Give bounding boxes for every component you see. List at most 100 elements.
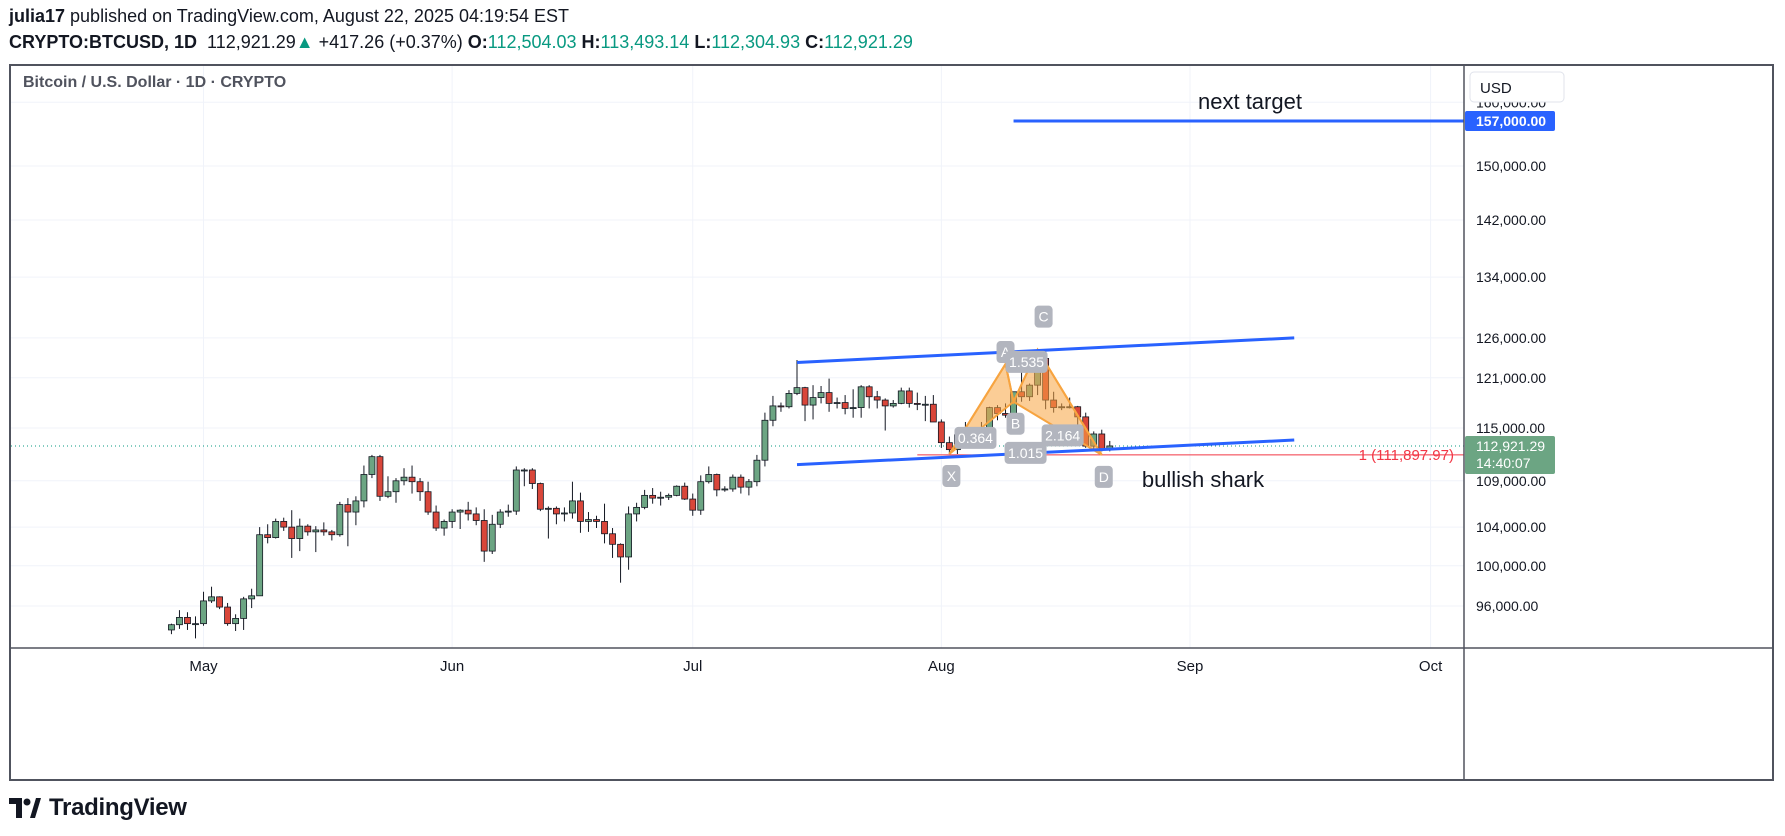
publisher-name[interactable]: julia17 <box>9 6 66 26</box>
currency-label: USD <box>1480 80 1512 97</box>
candle-body-down <box>905 390 913 404</box>
y-tick-label: 109,000.00 <box>1476 473 1546 489</box>
candle <box>480 509 488 562</box>
candle-body-up <box>657 496 665 499</box>
candle-body-down <box>681 485 689 500</box>
candle-body-up <box>697 481 705 511</box>
last-price-tag-text: 112,921.29 <box>1476 438 1545 454</box>
x-tick-label: Jun <box>440 658 464 675</box>
candle <box>945 436 953 455</box>
candle-body-down <box>777 405 785 408</box>
candle <box>168 623 175 635</box>
candle <box>408 465 416 494</box>
candle-body-up <box>569 500 576 514</box>
low-value: 112,304.93 <box>711 32 801 52</box>
chart-panel[interactable]: X A B C D 0.364 1.535 2.164 1.015 next target bull… <box>9 64 1774 781</box>
candle <box>352 496 360 526</box>
tradingview-footer[interactable]: TradingView <box>9 794 187 822</box>
candle-body-up <box>512 469 520 512</box>
candle <box>440 519 448 536</box>
candle-body-down <box>304 525 312 533</box>
candle <box>520 468 528 487</box>
candle <box>929 395 937 423</box>
candle <box>849 389 857 418</box>
ratio-ac-label[interactable]: 1.535 <box>1005 350 1048 373</box>
candle-body-up <box>168 624 175 631</box>
x-tick-label: Sep <box>1177 658 1204 675</box>
upper-trendline[interactable] <box>796 336 1295 364</box>
candle-body-down <box>801 387 809 406</box>
close-value: 112,921.29 <box>824 32 913 52</box>
candle <box>400 468 408 486</box>
candle <box>304 524 312 536</box>
candle <box>312 526 320 553</box>
point-c-label-text: C <box>1039 309 1049 325</box>
candle <box>833 397 841 409</box>
ratio-xb-label[interactable]: 0.364 <box>954 426 997 449</box>
candle <box>553 506 560 525</box>
y-tick-label: 115,000.00 <box>1476 420 1545 436</box>
candle-body-up <box>544 507 552 510</box>
candle-body-up <box>921 403 929 406</box>
target-price-tag[interactable] <box>1465 110 1555 131</box>
candle-body-down <box>184 616 191 625</box>
candle <box>809 385 817 420</box>
candle <box>689 493 697 516</box>
candle <box>601 503 608 544</box>
ratio-xb-label-text: 0.364 <box>958 430 993 446</box>
price-change: +417.26 (+0.37%) <box>318 32 463 52</box>
candle-body-up <box>400 476 408 482</box>
point-b-label[interactable]: B <box>1006 412 1025 435</box>
ratio-xd-label[interactable]: 1.015 <box>1004 441 1047 464</box>
candle-body-up <box>384 491 392 497</box>
point-b-label-text: B <box>1011 416 1020 432</box>
candle <box>288 510 296 558</box>
y-tick-label: 100,000.00 <box>1476 558 1546 574</box>
candle <box>569 481 576 519</box>
candle <box>705 466 713 484</box>
point-d-label[interactable]: D <box>1094 465 1113 488</box>
candle-body-up <box>240 598 248 619</box>
currency-button[interactable] <box>1469 71 1565 103</box>
candle <box>320 522 328 536</box>
candle <box>384 476 392 499</box>
candle-body-up <box>633 506 640 515</box>
candle <box>585 512 592 532</box>
point-x-label[interactable]: X <box>942 465 961 488</box>
candle <box>336 501 344 537</box>
candle <box>665 493 673 500</box>
point-c-label[interactable]: C <box>1034 305 1053 328</box>
x-tick-label: Aug <box>928 658 955 675</box>
ratio-xd-label-text: 1.015 <box>1008 445 1043 461</box>
candle-body-down <box>528 469 536 484</box>
candle-body-down <box>929 403 937 423</box>
candle <box>769 395 777 427</box>
x-tick-label: Oct <box>1419 658 1443 675</box>
candle-body-down <box>480 520 488 552</box>
axes[interactable]: 96,000.00 100,000.00 104,000.00 109,000.00 1… <box>11 66 1772 779</box>
candle-body-up <box>673 485 681 496</box>
candle <box>424 481 432 515</box>
candle-body-down <box>825 392 833 404</box>
target-price-tag-text: 157,000.00 <box>1476 113 1546 129</box>
candle <box>344 498 352 547</box>
candle-body-down <box>577 500 584 522</box>
candle-body-up <box>272 521 280 538</box>
ratio-bd-label[interactable]: 2.164 <box>1041 424 1084 447</box>
tradingview-logo-icon <box>9 798 41 818</box>
ratio-ac-label-text: 1.535 <box>1009 354 1044 370</box>
candle-body-up <box>785 393 793 408</box>
candle <box>577 492 584 533</box>
candle-body-up <box>625 513 632 558</box>
candle-body-down <box>937 421 945 444</box>
candle-body-up <box>769 405 777 421</box>
candle-body-down <box>416 481 424 493</box>
publish-info: julia17 published on TradingView.com, Au… <box>9 6 569 27</box>
candle-body-up <box>368 456 376 475</box>
last-price-tag[interactable] <box>1465 435 1555 474</box>
candle-body-down <box>601 521 608 535</box>
candle-body-down <box>553 507 560 515</box>
candle-body-down <box>432 511 440 529</box>
